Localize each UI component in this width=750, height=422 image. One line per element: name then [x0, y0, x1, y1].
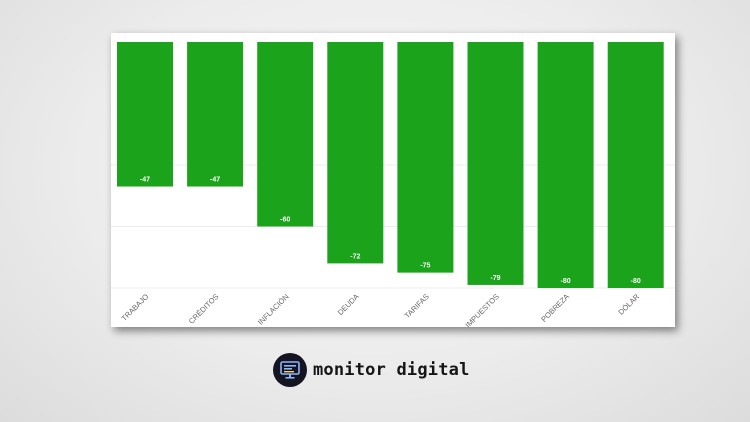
- bar-0: [117, 42, 173, 187]
- data-label: -60: [280, 217, 290, 224]
- x-tick-label: TARIFAS: [403, 292, 431, 320]
- computer-monitor-icon: [273, 353, 307, 387]
- x-tick-label: TRABAJO: [120, 292, 151, 323]
- data-label: -72: [350, 253, 360, 260]
- bar-6: [537, 42, 594, 288]
- chart-card: -47 TRABAJO -47 CRÉDITOS -60 INFLACIÓN -72 DEUD…: [111, 33, 675, 327]
- bar-chart: -47 TRABAJO -47 CRÉDITOS -60 INFLACIÓN -72 DEUD…: [111, 42, 675, 327]
- brand-name: monitor digital: [313, 360, 470, 380]
- x-tick-label: DEUDA: [336, 292, 361, 317]
- x-tick-label: INFLACIÓN: [256, 292, 291, 327]
- bar-5: [467, 42, 524, 285]
- data-label: -80: [631, 278, 641, 285]
- data-label: -80: [561, 278, 571, 285]
- data-label: -75: [420, 263, 430, 270]
- x-tick-label: IMPUESTOS: [463, 292, 501, 327]
- bar-1: [187, 42, 244, 187]
- brand-logo: monitor digital: [273, 353, 470, 387]
- bar-7: [607, 42, 664, 288]
- data-label: -47: [210, 177, 220, 184]
- data-label: -79: [490, 275, 500, 282]
- bar-2: [257, 42, 314, 227]
- bar-3: [327, 42, 384, 264]
- x-tick-label: DÓLAR: [616, 292, 641, 317]
- data-label: -47: [140, 177, 150, 184]
- x-tick-label: POBREZA: [539, 292, 571, 324]
- x-tick-label: CRÉDITOS: [187, 292, 221, 326]
- bar-4: [397, 42, 454, 273]
